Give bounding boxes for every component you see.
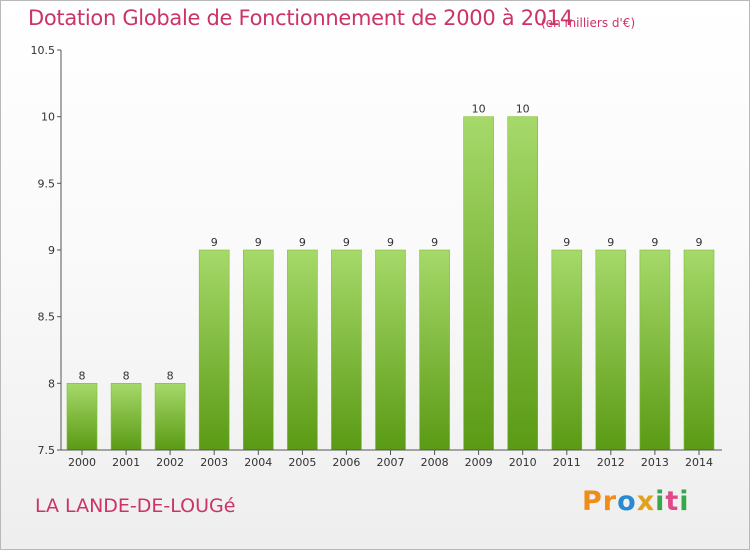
logo-letter: i — [679, 486, 690, 517]
bar-2002 — [154, 382, 186, 451]
y-tick-label: 9.5 — [38, 177, 56, 190]
x-tick-label-2000: 2000 — [68, 456, 96, 469]
x-tick-label-2001: 2001 — [112, 456, 140, 469]
proxiti-logo[interactable]: Proxiti — [582, 486, 690, 517]
chart-subtitle: (en milliers d'€) — [541, 16, 636, 30]
y-tick-label: 10.5 — [31, 44, 56, 57]
data-label-2010: 10 — [516, 103, 530, 116]
bar-2013 — [639, 249, 671, 451]
x-tick-label-2003: 2003 — [200, 456, 228, 469]
bar-2003 — [198, 249, 230, 451]
x-tick-label-2005: 2005 — [288, 456, 316, 469]
y-tick-label: 8.5 — [38, 311, 56, 324]
y-tick-label: 10 — [41, 111, 55, 124]
data-label-2011: 9 — [563, 236, 570, 249]
x-tick-label-2011: 2011 — [553, 456, 581, 469]
bar-2004 — [243, 249, 274, 451]
data-label-2003: 9 — [211, 236, 218, 249]
x-tick-label-2007: 2007 — [377, 456, 405, 469]
logo-letter: x — [636, 486, 656, 517]
bar-2012 — [595, 249, 627, 451]
bar-2005 — [287, 249, 318, 451]
bar-2006 — [331, 249, 362, 451]
x-tick-label-2012: 2012 — [597, 456, 625, 469]
x-tick-label-2014: 2014 — [685, 456, 713, 469]
bar-2007 — [375, 249, 406, 451]
chart-title: Dotation Globale de Fonctionnement de 20… — [28, 6, 573, 30]
commune-name: LA LANDE-DE-LOUGé — [35, 495, 236, 517]
axes-group — [57, 49, 722, 455]
data-label-2002: 8 — [167, 369, 174, 382]
data-label-2005: 9 — [299, 236, 306, 249]
labels-group: 8 2000 8 2001 8 2002 9 2003 9 2004 9 2005 9 2006 9 2007… — [31, 44, 714, 469]
x-tick-label-2013: 2013 — [641, 456, 669, 469]
data-label-2012: 9 — [607, 236, 614, 249]
logo-letter: i — [655, 486, 666, 517]
x-tick-label-2008: 2008 — [421, 456, 449, 469]
y-tick-label: 7.5 — [38, 444, 56, 457]
logo-letter: P — [582, 486, 603, 517]
data-label-2009: 10 — [472, 103, 486, 116]
bar-2010 — [507, 116, 539, 451]
logo-letter: o — [617, 486, 637, 517]
data-label-2013: 9 — [651, 236, 658, 249]
x-tick-label-2004: 2004 — [244, 456, 272, 469]
y-tick-label: 8 — [48, 377, 55, 390]
bar-2009 — [463, 116, 494, 451]
data-label-2001: 8 — [123, 369, 130, 382]
x-tick-label-2010: 2010 — [509, 456, 537, 469]
bar-2008 — [419, 249, 450, 451]
bar-2001 — [110, 382, 142, 451]
x-tick-label-2002: 2002 — [156, 456, 184, 469]
data-label-2014: 9 — [696, 236, 703, 249]
bar-2014 — [683, 249, 715, 451]
data-label-2004: 9 — [255, 236, 262, 249]
x-tick-label-2006: 2006 — [332, 456, 360, 469]
data-label-2006: 9 — [343, 236, 350, 249]
x-tick-label-2009: 2009 — [465, 456, 493, 469]
data-label-2007: 9 — [387, 236, 394, 249]
bars-group — [66, 116, 715, 451]
data-label-2000: 8 — [79, 369, 86, 382]
bar-2011 — [551, 249, 583, 451]
logo-letter: t — [665, 486, 680, 517]
bar-2000 — [66, 382, 98, 451]
data-label-2008: 9 — [431, 236, 438, 249]
y-tick-label: 9 — [48, 244, 55, 257]
logo-letter: r — [602, 486, 618, 517]
